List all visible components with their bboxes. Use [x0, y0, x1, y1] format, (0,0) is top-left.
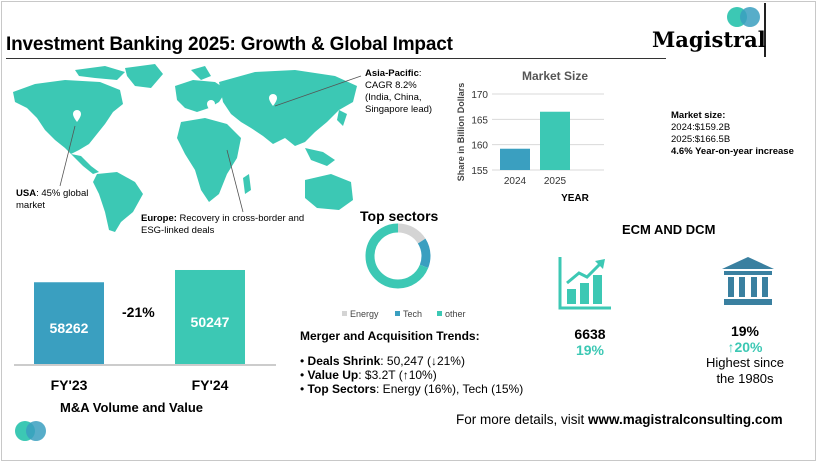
map-pins: [73, 94, 277, 122]
market-size-info: Market size: 2024:$159.2B 2025:$166.5B 4…: [671, 110, 794, 157]
world-map-land: [13, 64, 357, 232]
y-tick-label: 165: [471, 115, 488, 126]
brand-logo-icon: [727, 7, 760, 27]
list-item: Top Sectors: Energy (16%), Tech (15%): [300, 382, 524, 396]
usa-note: USA: 45% global market: [16, 188, 89, 211]
list-item: Deals Shrink: 50,247 (↓21%): [300, 354, 523, 368]
brand-divider: [764, 3, 766, 57]
market-y-label: Share in Billion Dollars: [456, 83, 466, 182]
x-tick-label: 2024: [504, 176, 527, 187]
growth-chart-icon: [558, 257, 611, 310]
y-tick-label: 170: [471, 90, 488, 101]
y-tick-label: 155: [471, 166, 488, 177]
bank-building-icon: [722, 257, 774, 305]
market-bar-2025: [540, 111, 570, 170]
world-map: [13, 64, 362, 232]
market-bar-2024: [500, 148, 530, 170]
legend-swatch: [395, 311, 400, 316]
market-size-chart: Market Size 155 160 165 170 2024 2025 YEAR Share…: [456, 69, 604, 204]
asia-pacific-note: Asia-Pacific: CAGR 8.2% (India, China, S…: [365, 68, 433, 115]
trends-title: Merger and Acquisition Trends:: [300, 329, 480, 343]
ma-data-label: 58262: [50, 320, 89, 336]
footer-logo-icon: [15, 421, 46, 441]
donut-slice-Tech: [365, 223, 431, 289]
map-leader-lines: [59, 75, 362, 213]
map-pin-icon: [269, 94, 277, 106]
market-chart-title: Market Size: [522, 69, 588, 83]
europe-note: Europe: Recovery in cross-border and ESG…: [141, 213, 305, 236]
ma-x-tick-label: FY'24: [192, 377, 229, 393]
dcm-value: 19%: [730, 323, 760, 339]
top-sectors-title: Top sectors: [360, 208, 439, 224]
legend-label: other: [445, 309, 466, 319]
title-divider: [6, 58, 666, 59]
ma-bar-FY'24: [175, 269, 245, 364]
dcm-stats: 19% ↑20% Highest since the 1980s: [690, 323, 800, 387]
ma-x-tick-label: FY'23: [51, 377, 88, 393]
list-item: Value Up: $3.2T (↑10%): [300, 368, 523, 382]
brand-name: Magistral: [652, 27, 766, 52]
x-tick-label: 2025: [544, 176, 567, 187]
ecm-dcm-title: ECM AND DCM: [622, 222, 716, 237]
ma-change: -21%: [122, 304, 155, 320]
legend-swatch: [342, 311, 347, 316]
donut-slice-other: [365, 223, 431, 289]
ma-data-label: 50247: [191, 314, 230, 330]
top-sectors-donut: Energy Tech other: [342, 223, 466, 319]
ma-title: M&A Volume and Value: [60, 400, 204, 415]
legend-label: Tech: [403, 309, 422, 319]
dcm-note: Highest since the 1980s: [705, 355, 785, 386]
footer-link[interactable]: www.magistralconsulting.com: [588, 412, 783, 427]
market-x-label: YEAR: [561, 193, 590, 204]
ma-bar-FY'23: [34, 282, 104, 364]
ecm-stats: 6638 19%: [560, 326, 620, 358]
footer-text: For more details, visit www.magistralcon…: [456, 412, 783, 427]
ecm-change: 19%: [575, 342, 605, 358]
map-pin-icon: [141, 104, 149, 116]
y-tick-label: 160: [471, 141, 488, 152]
legend-swatch: [437, 311, 442, 316]
map-pin-icon: [207, 100, 215, 112]
map-pin-icon: [73, 110, 81, 122]
legend-label: Energy: [350, 309, 379, 319]
ma-volume-chart: 58262 FY'23 50247 FY'24: [14, 269, 276, 393]
trends-list: Deals Shrink: 50,247 (↓21%) Value Up: $3…: [300, 354, 524, 396]
ecm-value: 6638: [574, 326, 606, 342]
page-title: Investment Banking 2025: Growth & Global…: [6, 34, 453, 55]
dcm-change: ↑20%: [727, 339, 763, 355]
